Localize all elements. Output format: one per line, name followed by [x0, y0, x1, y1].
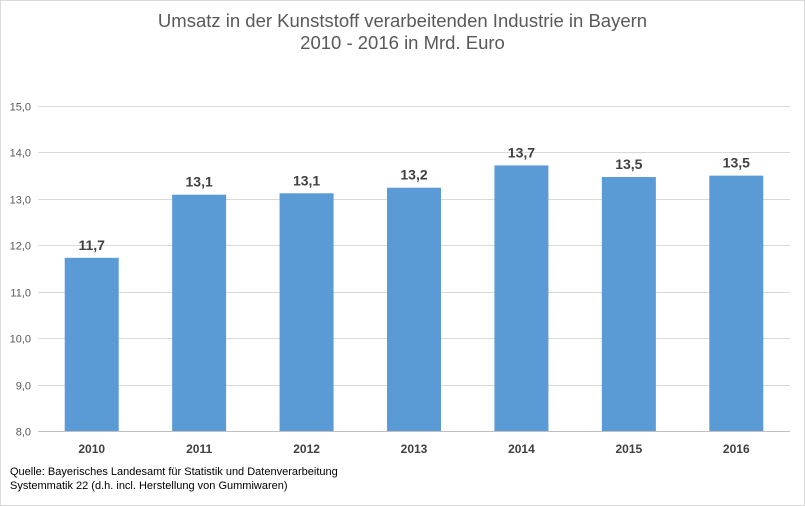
y-tick-label: 15,0 — [10, 102, 31, 114]
data-label: 11,7 — [78, 237, 105, 253]
x-tick-label: 2016 — [723, 442, 750, 456]
bar — [279, 193, 334, 431]
bar — [64, 257, 119, 431]
data-label: 13,5 — [615, 156, 642, 172]
chart-title: Umsatz in der Kunststoff verarbeitenden … — [0, 10, 805, 54]
data-label: 13,5 — [723, 155, 750, 171]
y-tick-label: 14,0 — [10, 148, 31, 160]
y-tick-label: 8,0 — [16, 427, 31, 439]
x-tick-label: 2012 — [293, 442, 320, 456]
data-label: 13,7 — [508, 144, 535, 160]
bar — [709, 175, 764, 431]
source-note: Quelle: Bayerisches Landesamt für Statis… — [10, 465, 338, 493]
x-tick-label: 2015 — [616, 442, 643, 456]
y-tick-label: 10,0 — [10, 334, 31, 346]
source-line-2: Systemmatik 22 (d.h. incl. Herstellung v… — [10, 480, 288, 492]
data-label: 13,1 — [186, 174, 213, 190]
x-tick-label: 2010 — [78, 442, 105, 456]
y-tick-label: 12,0 — [10, 241, 31, 253]
bar — [387, 187, 441, 431]
data-label: 13,2 — [400, 167, 427, 183]
data-label: 13,1 — [293, 172, 320, 188]
chart-title-line-1: Umsatz in der Kunststoff verarbeitenden … — [157, 10, 648, 31]
source-line-1: Quelle: Bayerisches Landesamt für Statis… — [10, 466, 338, 478]
bar — [494, 165, 549, 431]
chart-title-line-2: 2010 - 2016 in Mrd. Euro — [300, 32, 505, 53]
x-tick-label: 2013 — [401, 442, 428, 456]
y-tick-label: 11,0 — [10, 288, 31, 300]
y-tick-label: 9,0 — [16, 381, 31, 393]
x-tick-label: 2014 — [508, 442, 535, 456]
bar — [172, 194, 227, 431]
y-tick-label: 13,0 — [10, 195, 31, 207]
bar — [601, 177, 656, 431]
x-tick-label: 2011 — [186, 442, 212, 456]
